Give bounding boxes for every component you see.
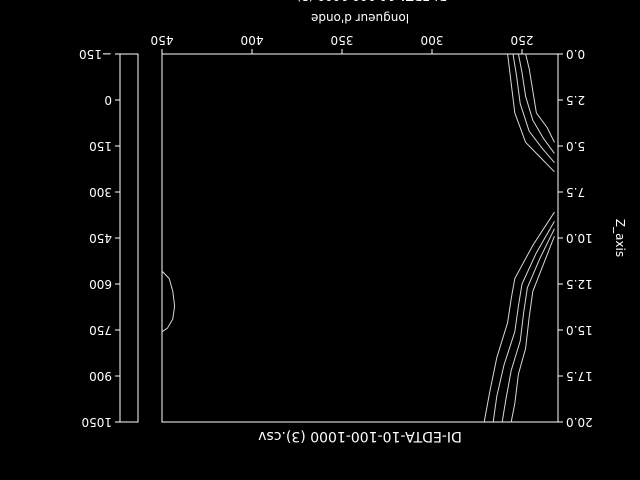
contour-line-lower-left-peak-1: [510, 236, 555, 423]
contour-line-lower-left-peak-2: [501, 228, 555, 423]
colorbar-tick-label: 450: [89, 231, 112, 245]
colorbar: [119, 53, 139, 423]
plot-frame: [161, 53, 559, 423]
colorbar-tick-label: 0: [104, 93, 112, 107]
contour-line-upper-left-peak-2: [517, 53, 555, 154]
x-tick-label: 300: [421, 33, 444, 47]
y-axis: 0.0 2.5 5.0 7.5 10.0 12.5 15.0 17.5 20.0: [558, 47, 593, 429]
y-tick-label: 2.5: [566, 93, 585, 107]
x-tick-label: 400: [241, 33, 264, 47]
colorbar-tick-label: 150: [89, 139, 112, 153]
contour-line-upper-left-peak-4: [507, 53, 555, 173]
x-axis: 250 300 350 400 450: [151, 33, 534, 54]
y-tick-label: 7.5: [566, 185, 585, 199]
y-tick-label: 10.0: [566, 231, 593, 245]
colorbar-tick-label: 750: [89, 323, 112, 337]
contour-line-lower-left-peak-3: [492, 221, 555, 423]
colorbar-axis: −150 0 150 300 450 600 750 900 1050: [79, 47, 120, 429]
y-tick-label: 12.5: [566, 277, 593, 291]
colorbar-tick-label: 900: [89, 369, 112, 383]
contour-lines: [161, 53, 555, 423]
contour-line-lower-right-feature-1: [161, 270, 176, 333]
y-tick-label: 20.0: [566, 415, 593, 429]
chart-title: DI-EDTA-10-100-1000 (3).csv: [258, 428, 462, 444]
x-tick-label: 350: [331, 33, 354, 47]
y-tick-label: 0.0: [566, 47, 585, 61]
y-tick-label: 5.0: [566, 139, 585, 153]
y-axis-label: Z_axis: [613, 219, 627, 257]
contour-line-lower-left-peak-4: [483, 211, 555, 423]
colorbar-tick-label: 300: [89, 185, 112, 199]
colorbar-tick-label: 600: [89, 277, 112, 291]
y-tick-label: 17.5: [566, 369, 593, 383]
x-tick-label: 450: [151, 33, 174, 47]
colorbar-tick-label: 1050: [81, 415, 112, 429]
window-title-fragment: DI-EDTA-10-100-1000 (3).csv: [273, 0, 448, 3]
colorbar-tick-label: −150: [79, 47, 112, 61]
y-tick-label: 15.0: [566, 323, 593, 337]
x-axis-label: longueur d'onde: [311, 11, 409, 25]
x-tick-label: 250: [511, 33, 534, 47]
contour-line-upper-left-peak-3: [512, 53, 555, 163]
contour-line-upper-left-peak-1: [525, 53, 555, 143]
